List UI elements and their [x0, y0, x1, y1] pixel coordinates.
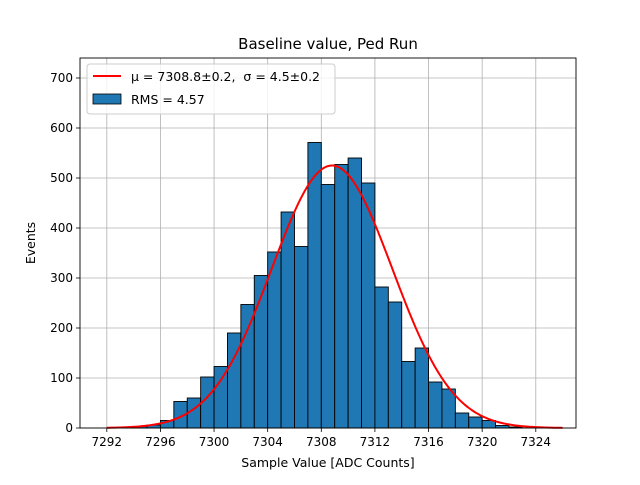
chart-title: Baseline value, Ped Run [238, 35, 418, 53]
legend-fit-sigma: σ = 4.5±0.2 [243, 69, 320, 84]
histogram-bar [374, 286, 389, 429]
fit-layer [106, 164, 563, 429]
y-tick-label: 100 [50, 371, 73, 385]
histogram-bar [307, 142, 322, 429]
x-tick-label: 7312 [360, 435, 391, 449]
histogram-bar [387, 301, 403, 429]
legend-histogram-label: RMS = 4.57 [131, 92, 205, 107]
legend-fit-mu: μ = 7308.8±0.2, [131, 69, 235, 84]
histogram-bar [294, 246, 309, 429]
histogram-bar [468, 416, 483, 429]
gaussian-fit-line [106, 164, 563, 429]
x-tick-label: 7316 [413, 435, 444, 449]
y-tick-label: 0 [65, 421, 73, 435]
y-tick-label: 300 [50, 271, 73, 285]
histogram-bar [280, 211, 295, 429]
x-tick-label: 7300 [199, 435, 230, 449]
x-tick-label: 7292 [92, 435, 123, 449]
y-tick-label: 200 [50, 321, 73, 335]
y-tick-label: 500 [50, 171, 73, 185]
x-tick-label: 7308 [306, 435, 337, 449]
legend-box [86, 63, 336, 115]
histogram-bar [441, 388, 456, 429]
legend-fit-label: μ = 7308.8±0.2, σ = 4.5±0.2 [131, 69, 320, 84]
histogram-bar [347, 157, 362, 429]
histogram-bar [454, 412, 470, 429]
x-axis-label: Sample Value [ADC Counts] [241, 455, 414, 470]
histogram-bar [428, 381, 443, 429]
histogram-bar [334, 164, 349, 429]
x-tick-label: 7304 [252, 435, 283, 449]
legend: μ = 7308.8±0.2, σ = 4.5±0.2 RMS = 4.57 [86, 63, 336, 115]
histogram-bar [320, 184, 336, 429]
ticks-layer: 7292 7296 7300 7304 7308 7312 7316 7320 7324 0 100… [50, 71, 551, 449]
y-tick-label: 600 [50, 121, 73, 135]
histogram-bar [240, 304, 255, 429]
y-axis-label: Events [23, 222, 38, 264]
plot-frame [79, 57, 577, 429]
x-tick-label: 7320 [467, 435, 498, 449]
histogram-bar [267, 251, 282, 429]
x-tick-label: 7324 [521, 435, 552, 449]
y-tick-label: 400 [50, 221, 73, 235]
legend-histogram-swatch [92, 93, 122, 105]
y-tick-label: 700 [50, 71, 73, 85]
histogram-bar [414, 347, 429, 429]
histogram-bar [213, 366, 228, 429]
x-tick-label: 7296 [145, 435, 176, 449]
histogram-bar [401, 361, 416, 429]
